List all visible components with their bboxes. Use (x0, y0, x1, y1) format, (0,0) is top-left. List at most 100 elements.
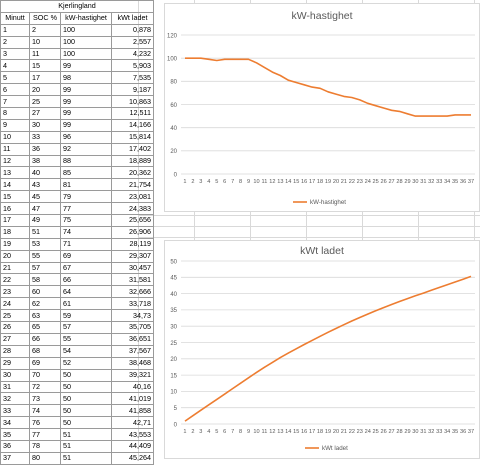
cell-minutt[interactable]: 23 (0, 285, 30, 299)
cell-soc[interactable]: 73 (29, 392, 61, 406)
cell-kw-hastighet[interactable]: 99 (60, 83, 112, 97)
cell-minutt[interactable]: 25 (0, 309, 30, 323)
cell-kwt-ladet[interactable]: 18,889 (111, 154, 154, 168)
cell-kw-hastighet[interactable]: 98 (60, 71, 112, 85)
cell-kwt-ladet[interactable]: 14,166 (111, 118, 154, 132)
cell-kwt-ladet[interactable]: 29,307 (111, 249, 154, 263)
cell-kwt-ladet[interactable]: 21,754 (111, 178, 154, 192)
cell-kw-hastighet[interactable]: 88 (60, 154, 112, 168)
cell-kw-hastighet[interactable]: 92 (60, 142, 112, 156)
cell-soc[interactable]: 77 (29, 428, 61, 441)
cell-minutt[interactable]: 30 (0, 368, 30, 382)
cell-minutt[interactable]: 13 (0, 166, 30, 180)
cell-kw-hastighet[interactable]: 99 (60, 59, 112, 73)
cell-minutt[interactable]: 35 (0, 428, 30, 441)
cell-minutt[interactable]: 6 (0, 83, 30, 97)
cell-soc[interactable]: 49 (29, 214, 61, 227)
cell-minutt[interactable]: 16 (0, 202, 30, 216)
cell-minutt[interactable]: 37 (0, 451, 30, 465)
cell-minutt[interactable]: 21 (0, 261, 30, 275)
cell-minutt[interactable]: 34 (0, 416, 30, 430)
cell-soc[interactable]: 38 (29, 154, 61, 168)
cell-minutt[interactable]: 11 (0, 142, 30, 156)
cell-minutt[interactable]: 32 (0, 392, 30, 406)
cell-kwt-ladet[interactable]: 25,656 (111, 214, 154, 227)
cell-soc[interactable]: 74 (29, 404, 61, 418)
cell-kw-hastighet[interactable]: 50 (60, 416, 112, 430)
cell-soc[interactable]: 10 (29, 35, 61, 49)
cell-soc[interactable]: 55 (29, 249, 61, 263)
cell-soc[interactable]: 66 (29, 332, 61, 346)
cell-kwt-ladet[interactable]: 45,264 (111, 451, 154, 465)
cell-soc[interactable]: 2 (29, 23, 61, 37)
cell-minutt[interactable]: 15 (0, 190, 30, 204)
cell-minutt[interactable]: 18 (0, 225, 30, 239)
cell-kwt-ladet[interactable]: 33,718 (111, 297, 154, 311)
cell-kw-hastighet[interactable]: 51 (60, 428, 112, 441)
cell-kw-hastighet[interactable]: 81 (60, 178, 112, 192)
cell-kwt-ladet[interactable]: 38,468 (111, 356, 154, 370)
column-header-kwt-ladet[interactable]: kWt ladet (111, 11, 154, 25)
cell-soc[interactable]: 70 (29, 368, 61, 382)
cell-kwt-ladet[interactable]: 4,232 (111, 47, 154, 61)
cell-kwt-ladet[interactable]: 15,814 (111, 130, 154, 144)
cell-minutt[interactable]: 7 (0, 95, 30, 109)
cell-kwt-ladet[interactable]: 0,878 (111, 23, 154, 37)
cell-soc[interactable]: 15 (29, 59, 61, 73)
cell-minutt[interactable]: 8 (0, 107, 30, 120)
cell-kw-hastighet[interactable]: 99 (60, 118, 112, 132)
chart-kwt-ladet[interactable]: kWt ladet 0 5 10 15 20 25 30 35 40 45 50 1 2 3 4 5 6 7 8 9 1… (164, 240, 480, 459)
cell-soc[interactable]: 80 (29, 451, 61, 465)
cell-kwt-ladet[interactable]: 36,651 (111, 332, 154, 346)
cell-kw-hastighet[interactable]: 51 (60, 451, 112, 465)
cell-kwt-ladet[interactable]: 35,705 (111, 321, 154, 334)
cell-kw-hastighet[interactable]: 57 (60, 321, 112, 334)
cell-kw-hastighet[interactable]: 79 (60, 190, 112, 204)
cell-kw-hastighet[interactable]: 50 (60, 392, 112, 406)
cell-kwt-ladet[interactable]: 40,16 (111, 380, 154, 394)
cell-kw-hastighet[interactable]: 74 (60, 225, 112, 239)
cell-kwt-ladet[interactable]: 26,906 (111, 225, 154, 239)
cell-kwt-ladet[interactable]: 10,863 (111, 95, 154, 109)
cell-minutt[interactable]: 29 (0, 356, 30, 370)
cell-minutt[interactable]: 3 (0, 47, 30, 61)
cell-kw-hastighet[interactable]: 50 (60, 368, 112, 382)
cell-minutt[interactable]: 4 (0, 59, 30, 73)
cell-kw-hastighet[interactable]: 50 (60, 380, 112, 394)
cell-soc[interactable]: 68 (29, 344, 61, 358)
cell-minutt[interactable]: 5 (0, 71, 30, 85)
cell-minutt[interactable]: 14 (0, 178, 30, 192)
cell-kwt-ladet[interactable]: 41,019 (111, 392, 154, 406)
cell-kwt-ladet[interactable]: 43,553 (111, 428, 154, 441)
cell-kwt-ladet[interactable]: 44,409 (111, 439, 154, 453)
cell-kw-hastighet[interactable]: 96 (60, 130, 112, 144)
cell-kw-hastighet[interactable]: 61 (60, 297, 112, 311)
cell-soc[interactable]: 30 (29, 118, 61, 132)
cell-kw-hastighet[interactable]: 99 (60, 95, 112, 109)
cell-kwt-ladet[interactable]: 12,511 (111, 107, 154, 120)
cell-minutt[interactable]: 10 (0, 130, 30, 144)
cell-soc[interactable]: 63 (29, 309, 61, 323)
cell-minutt[interactable]: 20 (0, 249, 30, 263)
cell-soc[interactable]: 58 (29, 273, 61, 287)
cell-soc[interactable]: 47 (29, 202, 61, 216)
cell-kwt-ladet[interactable]: 31,581 (111, 273, 154, 287)
cell-kwt-ladet[interactable]: 17,402 (111, 142, 154, 156)
cell-soc[interactable]: 78 (29, 439, 61, 453)
cell-minutt[interactable]: 28 (0, 344, 30, 358)
cell-kwt-ladet[interactable]: 24,383 (111, 202, 154, 216)
table-title[interactable]: Kjerlingland (0, 0, 154, 13)
cell-soc[interactable]: 17 (29, 71, 61, 85)
cell-kwt-ladet[interactable]: 28,119 (111, 237, 154, 251)
cell-minutt[interactable]: 33 (0, 404, 30, 418)
cell-soc[interactable]: 25 (29, 95, 61, 109)
cell-minutt[interactable]: 2 (0, 35, 30, 49)
cell-soc[interactable]: 62 (29, 297, 61, 311)
cell-soc[interactable]: 36 (29, 142, 61, 156)
cell-kw-hastighet[interactable]: 100 (60, 23, 112, 37)
cell-soc[interactable]: 27 (29, 107, 61, 120)
cell-soc[interactable]: 20 (29, 83, 61, 97)
cell-kw-hastighet[interactable]: 85 (60, 166, 112, 180)
cell-kw-hastighet[interactable]: 52 (60, 356, 112, 370)
cell-soc[interactable]: 65 (29, 321, 61, 334)
